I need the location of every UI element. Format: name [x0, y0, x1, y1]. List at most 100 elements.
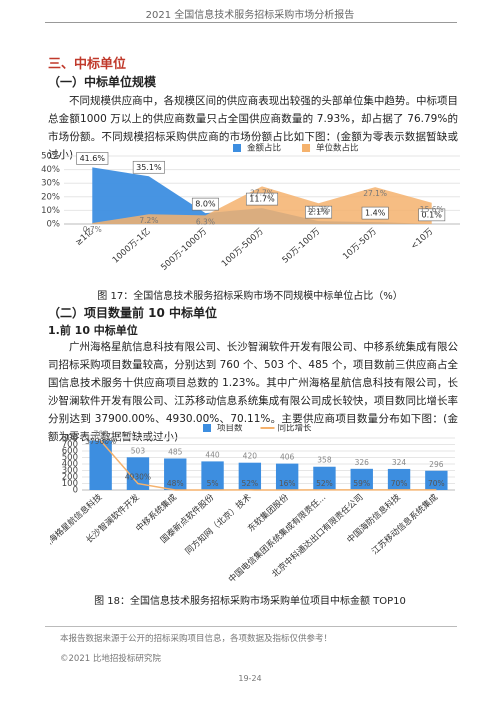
header-rule [45, 22, 457, 23]
data-label: 11.7% [249, 195, 275, 204]
y-tick-label: 0% [47, 220, 61, 230]
data-label: 0.1% [422, 210, 443, 219]
page-number: 19-24 [238, 674, 262, 683]
legend-swatch [302, 144, 311, 152]
x-tick-label: 100万-500万 [220, 227, 266, 270]
data-label: 15.6% [420, 205, 444, 214]
y-tick-label: 50% [41, 152, 60, 162]
data-label: 1.4% [365, 209, 386, 218]
label-box [245, 192, 279, 206]
footer-note: 本报告数据来源于公开的招标采购项目信息，各项数据及指标仅供参考！ [60, 634, 333, 644]
y-tick-label: 100 [62, 479, 78, 489]
paragraph: 广州海格星航信息科技有限公司、长沙智澜软件开发有限公司、中移系统集成有限公司招标… [48, 341, 458, 443]
legend-swatch [233, 144, 241, 152]
bar [313, 466, 336, 490]
bar [275, 463, 299, 490]
line [100, 440, 437, 491]
label-box [418, 208, 446, 222]
label-box [191, 197, 219, 211]
data-label: 440 [205, 450, 220, 459]
y-tick-label: 700 [62, 440, 78, 450]
header-title: 2021 全国信息技术服务招标采购市场分析报告 [145, 10, 355, 21]
data-label: 2.1% [308, 208, 329, 217]
x-tick-label: 同方知网（北京）技术 [183, 492, 254, 557]
data-label: 358 [317, 456, 332, 465]
legend-label: 项目数 [217, 424, 243, 434]
y-tick-label: 30% [41, 179, 60, 189]
label-box [76, 152, 109, 165]
chart: 0%10%20%30%40%50%≥1亿 1000万-1亿 500万-1000万 10… [41, 143, 460, 273]
legend-label: 金额占比 [247, 143, 281, 154]
area [92, 167, 432, 224]
bar [201, 461, 224, 490]
footer-rule [45, 626, 457, 627]
data-label: 27.1% [363, 189, 387, 198]
y-tick-label: 400 [62, 460, 78, 470]
data-label: 4930% [125, 473, 151, 482]
y-tick-label: 600 [62, 447, 78, 457]
x-tick-label: 广州海格星航信息科技 [50, 492, 105, 557]
subsection-subtitle: 1.前 10 中标单位 [48, 324, 138, 337]
data-label: 296 [429, 460, 444, 469]
figure-caption: 图 17：全国信息技术服务招标采购市场不同规模中标单位占比（%） [97, 291, 403, 302]
data-label: 52% [316, 479, 333, 488]
data-label: 70% [428, 479, 445, 488]
data-label: 0.7% [83, 225, 102, 234]
subsection-title: （一）中标单位规模 [48, 75, 157, 89]
bar [387, 468, 411, 490]
data-label: 6.3% [196, 217, 215, 226]
paragraph: 不同规模供应商中，各规模区间的供应商表现出较强的头部单位集中趋势。中标项目总金额… [48, 95, 458, 161]
bar [164, 458, 187, 490]
data-label: 503 [131, 446, 146, 455]
data-label: 52% [242, 479, 259, 488]
bar [350, 468, 373, 490]
data-label: 35.1% [136, 163, 162, 172]
data-label: 16% [279, 479, 296, 488]
y-tick-label: 40% [41, 165, 60, 175]
y-tick-label: 500 [62, 453, 78, 463]
footer-copyright: ©2021 比地招投标研究院 [60, 654, 161, 664]
x-tick-label: <10万 [409, 227, 435, 252]
data-label: 5% [207, 479, 219, 488]
data-label: 41.6% [80, 154, 106, 163]
section-title: 三、中标单位 [48, 57, 127, 72]
y-tick-label: 0 [73, 486, 78, 496]
label-box [132, 160, 165, 174]
data-label: 326 [355, 458, 370, 467]
legend-label: 单位数占比 [316, 143, 359, 154]
x-tick-label: 1000万-1亿 [110, 226, 152, 266]
data-label: 485 [168, 447, 183, 456]
label-box [305, 205, 333, 219]
data-label: 760 [93, 430, 108, 439]
legend-swatch [203, 424, 211, 432]
bar [126, 457, 150, 490]
bar [425, 470, 448, 490]
label-box [361, 206, 389, 220]
data-label: 37900% [85, 437, 116, 446]
x-tick-label: 500万-1000万 [159, 227, 209, 273]
x-tick-label: 50万-100万 [281, 227, 323, 266]
y-tick-label: 300 [62, 466, 78, 476]
subsection-title: （二）项目数量前 10 中标单位 [48, 306, 218, 320]
legend-label: 同比增长 [278, 424, 313, 434]
data-label: 59% [353, 479, 370, 488]
figure-caption: 图 18：全国信息技术服务招标采购市场采购单位项目中标金额 TOP10 [94, 596, 406, 607]
data-label: 15.3% [307, 205, 331, 214]
x-tick-label: 江苏移动信息系统集成 [369, 492, 440, 557]
bar [238, 462, 262, 490]
data-label: 70% [391, 479, 408, 488]
bar [89, 440, 112, 490]
data-label: 406 [280, 453, 295, 462]
y-tick-label: 20% [41, 192, 60, 202]
chart: 0100200300400500600700800广州海格星航信息科技长沙智澜软… [50, 424, 455, 585]
data-label: 324 [392, 458, 407, 467]
y-tick-label: 800 [62, 434, 78, 444]
data-label: 420 [243, 452, 258, 461]
data-label: 8.0% [195, 200, 216, 209]
data-label: 7.2% [139, 216, 158, 225]
data-label: 48% [167, 479, 184, 488]
data-label: 27.7% [250, 188, 274, 197]
x-tick-label: 10万-50万 [341, 227, 379, 262]
y-tick-label: 200 [62, 473, 78, 483]
